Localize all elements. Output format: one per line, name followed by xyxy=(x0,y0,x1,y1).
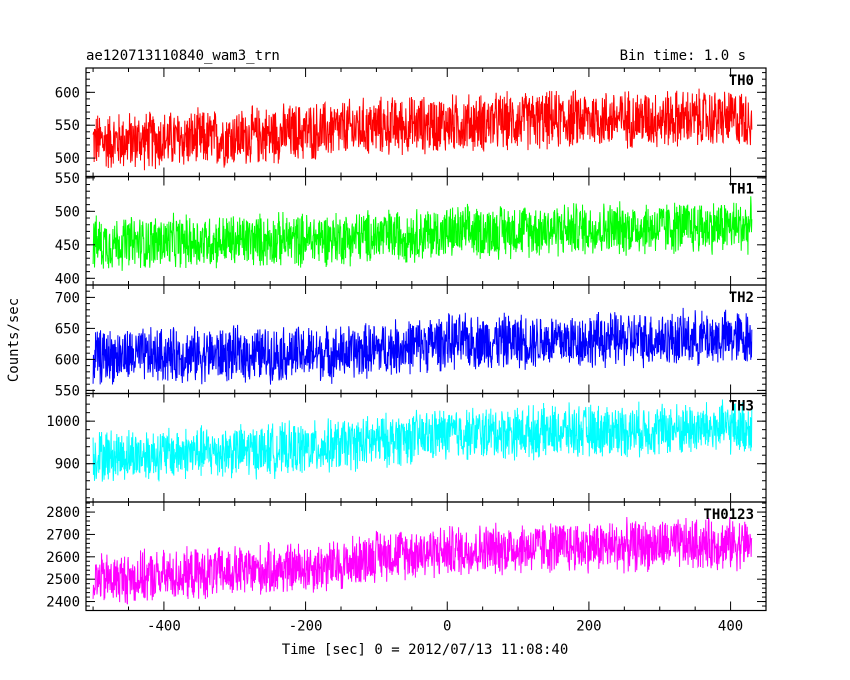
y-tick-label: 400 xyxy=(55,271,80,287)
y-tick-label: 500 xyxy=(55,151,80,167)
y-tick-label: 900 xyxy=(55,457,80,473)
chart-title: ae120713110840_wam3_trn xyxy=(86,48,280,64)
panel-th2: 550 600 650 700 TH2 xyxy=(55,284,767,399)
y-tick-label: 550 xyxy=(55,118,80,134)
panel-th0123: 2400 2500 2600 2700 2800 TH0123 xyxy=(46,501,767,612)
x-tick-label: 400 xyxy=(718,619,743,635)
panel-label: TH3 xyxy=(729,399,754,415)
panel-th0: 500 550 600 TH0 xyxy=(55,67,767,178)
y-tick-label: 600 xyxy=(55,352,80,368)
series-line-th0 xyxy=(92,88,753,171)
bin-time-label: Bin time: 1.0 s xyxy=(620,48,746,64)
y-tick-label: 600 xyxy=(55,85,80,101)
x-tick-label: -200 xyxy=(289,619,323,635)
y-tick-label: 550 xyxy=(55,383,80,399)
y-tick-label: 500 xyxy=(55,204,80,220)
y-axis-label: Counts/sec xyxy=(6,298,22,382)
panel-th1: 400 450 500 550 TH1 xyxy=(55,171,767,287)
panel-th3: 900 1000 TH3 xyxy=(46,392,767,503)
x-axis-label: Time [sec] 0 = 2012/07/13 11:08:40 xyxy=(282,642,569,658)
y-tick-label: 1000 xyxy=(46,414,80,430)
series-line-th1 xyxy=(92,196,753,271)
y-tick-label: 650 xyxy=(55,321,80,337)
y-tick-label: 2600 xyxy=(46,550,80,566)
panel-label: TH2 xyxy=(729,290,754,306)
series-line-th2 xyxy=(92,307,753,385)
y-tick-label: 700 xyxy=(55,290,80,306)
series-line-th0123 xyxy=(92,516,753,605)
panel-label: TH0 xyxy=(729,73,754,89)
x-tick-label: -400 xyxy=(147,619,181,635)
panels-group: 500 550 600 TH0 400 450 500 550 TH1 550 600 650 700 T… xyxy=(46,67,767,635)
panel-label: TH1 xyxy=(729,182,754,198)
y-tick-label: 550 xyxy=(55,171,80,187)
panel-frame xyxy=(85,501,767,612)
y-tick-label: 2500 xyxy=(46,572,80,588)
x-tick-label: 200 xyxy=(576,619,601,635)
y-tick-label: 450 xyxy=(55,238,80,254)
y-tick-label: 2400 xyxy=(46,595,80,611)
x-tick-label: 0 xyxy=(443,619,451,635)
series-line-th3 xyxy=(92,399,753,482)
y-tick-label: 2700 xyxy=(46,527,80,543)
panel-label: TH0123 xyxy=(703,507,754,523)
y-tick-label: 2800 xyxy=(46,505,80,521)
